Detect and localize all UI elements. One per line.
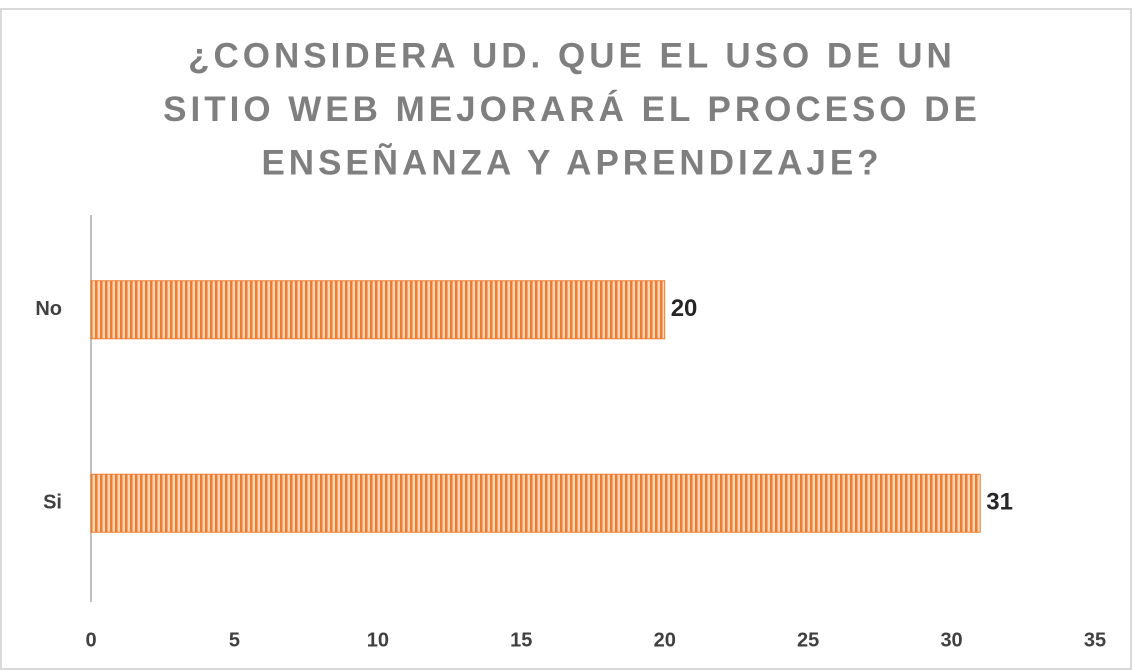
x-tick-label: 15 xyxy=(510,629,532,651)
chart-title: ENSEÑANZA Y APRENDIZAJE? xyxy=(261,143,882,182)
x-tick-label: 25 xyxy=(797,629,819,651)
x-tick-label: 10 xyxy=(367,629,389,651)
value-label: 31 xyxy=(986,489,1013,516)
y-tick-label: No xyxy=(35,298,62,320)
x-tick-label: 30 xyxy=(940,629,962,651)
x-tick-label: 0 xyxy=(85,629,96,651)
value-label: 20 xyxy=(671,295,698,322)
y-tick-label: Si xyxy=(43,492,62,514)
x-tick-label: 5 xyxy=(229,629,240,651)
bar xyxy=(90,280,666,340)
x-tick-label: 20 xyxy=(654,629,676,651)
bar xyxy=(90,473,981,533)
chart-title: ¿CONSIDERA UD. QUE EL USO DE UN xyxy=(188,36,956,75)
x-tick-label: 35 xyxy=(1084,629,1106,651)
chart-title: SITIO WEB MEJORARÁ EL PROCESO DE xyxy=(163,89,981,129)
